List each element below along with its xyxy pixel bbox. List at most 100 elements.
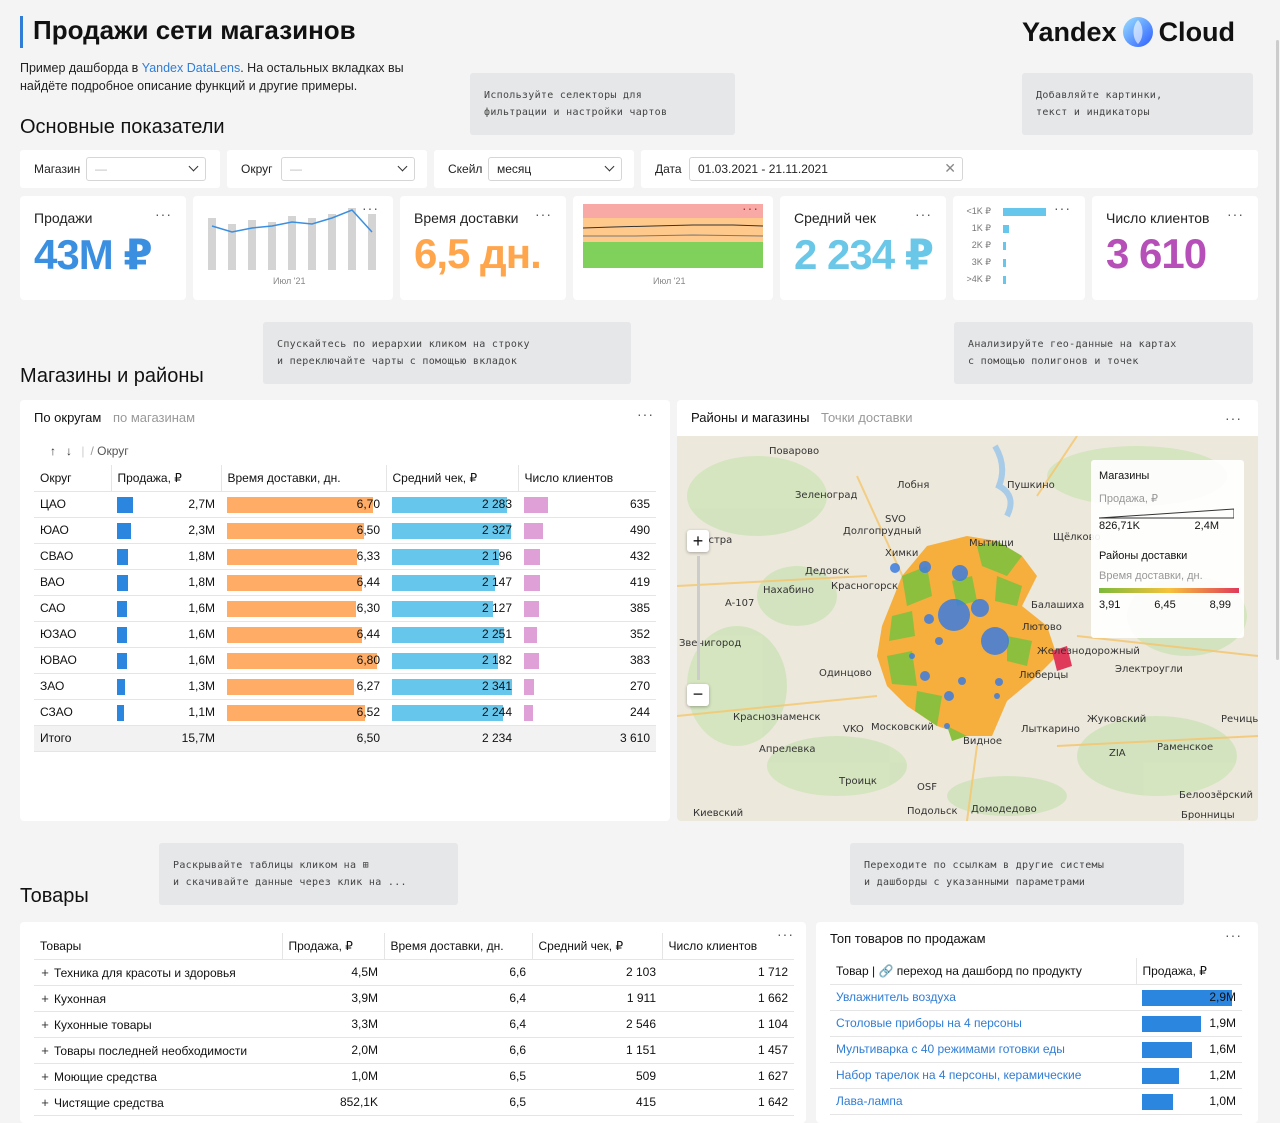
more-menu-icon[interactable]: ··· [742, 200, 759, 216]
cell-sales: 4,5M [282, 959, 384, 986]
histogram-bar[interactable] [1003, 225, 1009, 233]
col-header[interactable]: Время доставки, дн. [221, 465, 387, 492]
col-header[interactable]: Средний чек, ₽ [532, 933, 663, 960]
table-row[interactable]: + Товары последней необходимости 2,0M 6,6 1 … [34, 1037, 794, 1064]
clear-icon[interactable]: ✕ [944, 160, 956, 176]
table-row[interactable]: ЮЗАО 1,6M 6,44 2 251 352 [34, 621, 656, 648]
table-row[interactable]: Столовые приборы на 4 персоны 1,9M [830, 1010, 1242, 1037]
tab-delivery-points[interactable]: Точки доставки [821, 410, 913, 425]
zoom-in-button[interactable]: + [687, 530, 709, 552]
table-row[interactable]: ЦАО 2,7M 6,70 2 283 635 [34, 491, 656, 518]
table-row[interactable]: Лава-лампа 1,0M [830, 1088, 1242, 1115]
scale-selector[interactable]: Скейл месяц [434, 150, 634, 188]
check-histogram-chart[interactable]: <1K ₽ 1K ₽ 2K ₽ 3K ₽ >4K ₽ [961, 206, 1071, 296]
store-select-box[interactable]: — [86, 157, 206, 181]
date-range-input[interactable]: 01.03.2021 - 21.11.2021 ✕ [689, 157, 963, 181]
store-selector[interactable]: Магазин — [20, 150, 220, 188]
product-group-name[interactable]: Техника для красоты и здоровья [54, 965, 236, 980]
more-menu-icon[interactable]: ··· [915, 206, 932, 222]
breadcrumb-item[interactable]: Округ [97, 444, 129, 458]
col-header[interactable]: Число клиентов [518, 465, 656, 492]
table-row[interactable]: + Кухонная 3,9M 6,4 1 911 1 662 [34, 985, 794, 1012]
sort-down-icon[interactable]: ↓ [66, 444, 73, 458]
legend-tick: 8,99 [1209, 599, 1231, 611]
histogram-bar[interactable] [1003, 208, 1046, 216]
table-row[interactable]: СЗАО 1,1M 6,52 2 244 244 [34, 699, 656, 726]
expand-icon[interactable]: + [41, 1094, 49, 1110]
product-link[interactable]: Набор тарелок на 4 персоны, керамические [830, 1062, 1136, 1089]
col-header-sales[interactable]: Продажа, ₽ [1136, 958, 1242, 985]
more-menu-icon[interactable]: ··· [1054, 200, 1071, 216]
product-group-name[interactable]: Чистящие средства [54, 1095, 164, 1110]
product-link[interactable]: Увлажнитель воздуха [830, 984, 1136, 1011]
zoom-out-button[interactable]: − [687, 684, 709, 706]
clients-value: 352 [629, 627, 650, 641]
date-selector[interactable]: Дата 01.03.2021 - 21.11.2021 ✕ [641, 150, 1258, 188]
more-menu-icon[interactable]: ··· [1225, 410, 1242, 426]
more-menu-icon[interactable]: ··· [1227, 206, 1244, 222]
table-row[interactable]: + Техника для красоты и здоровья 4,5M 6,6 2 … [34, 959, 794, 986]
col-header[interactable]: Округ [34, 465, 112, 492]
check-bar [392, 548, 499, 565]
product-group-name[interactable]: Кухонные товары [54, 1017, 152, 1032]
datalens-link[interactable]: Yandex DataLens [141, 61, 241, 75]
map-place-label: Поварово [769, 446, 819, 457]
table-row[interactable]: Мультиварка с 40 режимами готовки еды 1,6… [830, 1036, 1242, 1063]
product-group-name[interactable]: Кухонная [54, 991, 106, 1006]
sales-sparkline-chart[interactable] [193, 196, 393, 300]
store-selector-label: Магазин [34, 162, 81, 176]
histogram-bar[interactable] [1003, 276, 1006, 284]
table-row[interactable]: Увлажнитель воздуха 2,9M [830, 984, 1242, 1011]
histogram-bar[interactable] [1003, 242, 1006, 250]
more-menu-icon[interactable]: ··· [535, 206, 552, 222]
delivery-area-chart[interactable] [573, 196, 773, 300]
table-row[interactable]: ЗАО 1,3M 6,27 2 341 270 [34, 673, 656, 700]
table-row[interactable]: ВАО 1,8M 6,44 2 147 419 [34, 569, 656, 596]
table-row[interactable]: САО 1,6M 6,30 2 127 385 [34, 595, 656, 622]
product-link[interactable]: Лава-лампа [830, 1088, 1136, 1115]
expand-icon[interactable]: + [41, 1068, 49, 1084]
product-link[interactable]: Мультиварка с 40 режимами готовки еды [830, 1036, 1136, 1063]
col-header[interactable]: Время доставки, дн. [384, 933, 533, 960]
expand-icon[interactable]: + [41, 964, 49, 980]
tab-by-store[interactable]: по магазинам [112, 410, 196, 425]
col-header-product[interactable]: Товар | 🔗 переход на дашборд по продукту [830, 958, 1137, 985]
expand-icon[interactable]: + [41, 1016, 49, 1032]
zoom-slider[interactable] [696, 556, 700, 680]
tab-districts-stores[interactable]: Районы и магазины [691, 410, 810, 425]
more-menu-icon[interactable]: ··· [1225, 927, 1242, 943]
map-place-label: Мытищи [969, 538, 1014, 549]
table-row[interactable]: СВАО 1,8M 6,33 2 196 432 [34, 543, 656, 570]
sales-bar [117, 652, 127, 669]
check-value: 2 127 [481, 601, 512, 615]
tab-by-district[interactable]: По округам [34, 410, 102, 425]
expand-icon[interactable]: + [41, 1042, 49, 1058]
cell-clients: 1 642 [662, 1089, 794, 1116]
col-header[interactable]: Товары [34, 933, 283, 960]
expand-icon[interactable]: + [41, 990, 49, 1006]
scale-select-box[interactable]: месяц [488, 157, 622, 181]
district-select-box[interactable]: — [281, 157, 415, 181]
table-row[interactable]: + Моющие средства 1,0M 6,5 509 1 627 [34, 1063, 794, 1090]
product-link[interactable]: Столовые приборы на 4 персоны [830, 1010, 1136, 1037]
page-scrollbar[interactable] [1276, 40, 1279, 660]
more-menu-icon[interactable]: ··· [637, 406, 654, 422]
col-header[interactable]: Продажа, ₽ [111, 465, 222, 492]
more-menu-icon[interactable]: ··· [362, 200, 379, 216]
product-group-name[interactable]: Товары последней необходимости [54, 1043, 248, 1058]
table-row[interactable]: Набор тарелок на 4 персоны, керамические… [830, 1062, 1242, 1089]
table-row[interactable]: + Чистящие средства 852,1K 6,5 415 1 642 [34, 1089, 794, 1116]
histogram-bar[interactable] [1003, 259, 1006, 267]
delivery-value: 6,33 [356, 549, 380, 563]
delivery-bar [227, 626, 362, 643]
col-header[interactable]: Средний чек, ₽ [386, 465, 519, 492]
col-header[interactable]: Продажа, ₽ [282, 933, 385, 960]
table-row[interactable]: ЮВАО 1,6M 6,80 2 182 383 [34, 647, 656, 674]
col-header[interactable]: Число клиентов [662, 933, 794, 960]
more-menu-icon[interactable]: ··· [155, 206, 172, 222]
product-group-name[interactable]: Моющие средства [54, 1069, 157, 1084]
sort-up-icon[interactable]: ↑ [50, 444, 56, 458]
table-row[interactable]: + Кухонные товары 3,3M 6,4 2 546 1 104 [34, 1011, 794, 1038]
table-row[interactable]: ЮАО 2,3M 6,50 2 327 490 [34, 517, 656, 544]
district-selector[interactable]: Округ — [227, 150, 427, 188]
